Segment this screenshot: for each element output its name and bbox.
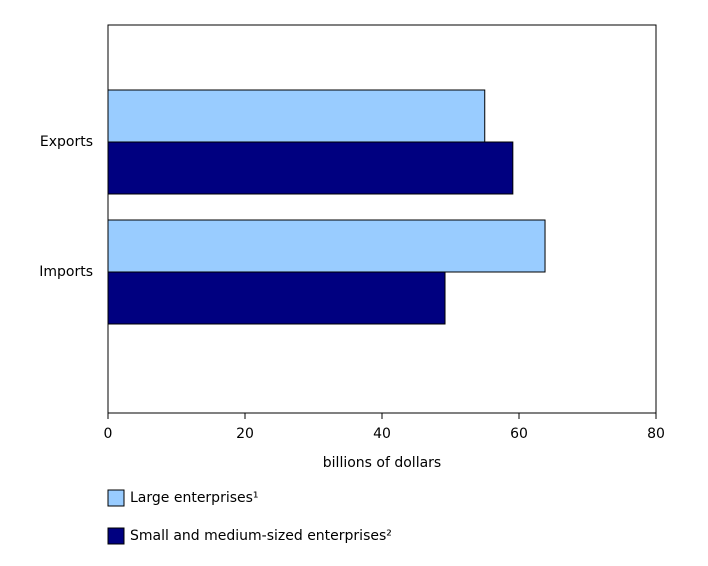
x-tick-label: 40 (373, 426, 391, 442)
bar (107, 89, 486, 143)
legend-swatch (107, 489, 125, 507)
x-axis-title: billions of dollars (323, 455, 441, 471)
bar (107, 219, 546, 273)
y-tick-label: Exports (40, 134, 93, 150)
y-tick-label: Imports (39, 264, 93, 280)
x-tick-label: 20 (236, 426, 254, 442)
x-tick-label: 80 (647, 426, 665, 442)
bar (107, 141, 514, 195)
x-tick-label: 60 (510, 426, 528, 442)
x-tick-label: 0 (104, 426, 113, 442)
legend-label: Small and medium-sized enterprises² (130, 528, 392, 544)
bar (107, 271, 446, 325)
plot-frame (107, 24, 657, 414)
legend-label: Large enterprises¹ (130, 490, 259, 506)
legend-swatch (107, 527, 125, 545)
